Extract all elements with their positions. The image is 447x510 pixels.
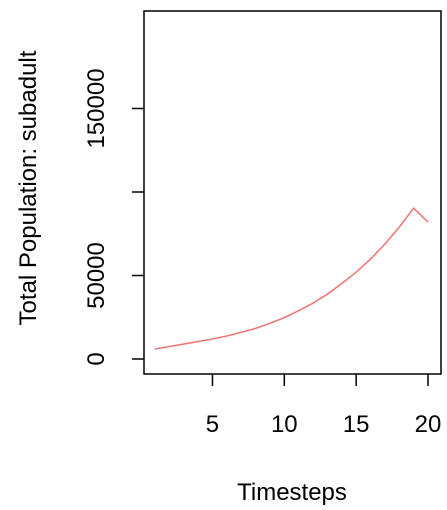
y-tick-label: 150000	[83, 68, 110, 148]
y-tick-label: 0	[83, 352, 110, 365]
x-tick-label: 15	[343, 411, 370, 438]
series-layer	[154, 206, 429, 350]
x-tick-label: 5	[206, 411, 219, 438]
x-tick-label: 20	[415, 411, 442, 438]
y-axis: 0 50000 150000	[83, 68, 144, 366]
series-line	[154, 206, 429, 350]
y-axis-title: Total Population: subadult	[15, 50, 42, 325]
plot-frame	[143, 10, 442, 375]
y-tick-label: 50000	[83, 242, 110, 309]
x-axis-title: Timesteps	[237, 479, 347, 506]
x-axis: 5 10 15 20	[206, 374, 442, 438]
x-tick-label: 10	[271, 411, 298, 438]
